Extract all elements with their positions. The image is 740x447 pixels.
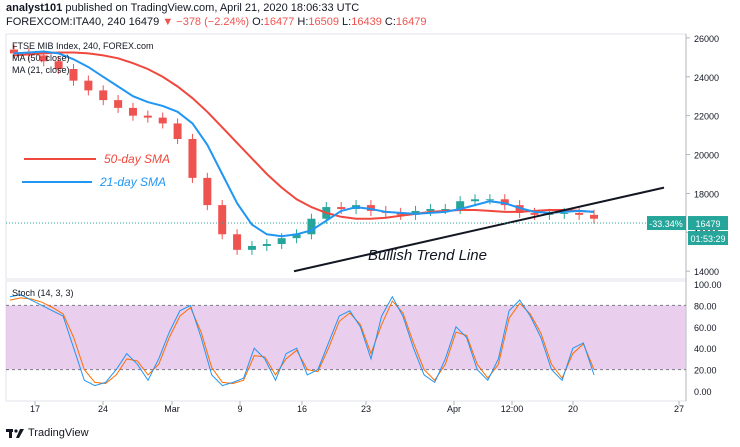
bullish-trend-line (293, 186, 665, 273)
x-tick-label: 23 (361, 404, 371, 414)
candle-body (441, 209, 450, 210)
candle-body (247, 245, 256, 250)
candle-body (188, 139, 197, 178)
candle-body (10, 49, 18, 54)
sma21-legend-label: 21-day SMA (99, 175, 166, 189)
open-label: O: (252, 16, 264, 28)
candle-body (173, 123, 182, 139)
candle-body (69, 69, 78, 81)
trend-line-label: Bullish Trend Line (368, 247, 487, 264)
candle-body (218, 205, 227, 235)
candle-body (292, 234, 301, 239)
footer-brand[interactable]: TradingView (6, 427, 89, 439)
last-price: 16479 (128, 16, 160, 28)
y-tick-label: 18000 (694, 189, 719, 199)
tradingview-logo-icon (6, 429, 24, 438)
x-tick-label: 24 (98, 404, 108, 414)
stoch-label: Stoch (14, 3, 3) (12, 288, 74, 298)
candle-body (471, 199, 480, 202)
price-pane (5, 33, 687, 280)
candle-body (203, 177, 212, 206)
ma21-line (13, 50, 595, 238)
candle-body (143, 115, 152, 118)
stoch-tick-label: 80.00 (694, 301, 717, 311)
candle-body (560, 212, 569, 214)
published-text: published on TradingView.com, April 21, … (65, 2, 360, 14)
stoch-d-line (9, 297, 595, 385)
y-tick-label: 14000 (694, 267, 719, 277)
pct-badge (647, 216, 686, 231)
stoch-k-line (9, 294, 595, 387)
candle-body (128, 107, 137, 116)
x-tick-label: 17 (30, 404, 40, 414)
candle-body (337, 207, 346, 209)
candle-body (530, 212, 539, 215)
candle-body (39, 55, 48, 62)
x-tick-label: 9 (237, 404, 242, 414)
candle-body (307, 218, 316, 235)
candle-body (575, 212, 584, 215)
candle-body (99, 90, 108, 101)
time-badge-label: 01:53:29 (690, 234, 725, 244)
x-tick-label: Apr (447, 404, 461, 414)
stoch-tick-label: 40.00 (694, 344, 717, 354)
open-value: 16477 (263, 16, 295, 28)
publish-line: analyst101 published on TradingView.com,… (6, 2, 359, 14)
low-label: L: (342, 16, 352, 28)
ma50-line (13, 51, 595, 220)
close-label: C: (384, 16, 396, 28)
candle-body (114, 100, 123, 108)
low-value: 16439 (351, 16, 382, 28)
ma50-legend-text: MA (50, close) (12, 53, 70, 63)
stoch-band (6, 305, 686, 370)
x-tick-label: 20 (568, 404, 578, 414)
y-tick-label: 20000 (694, 151, 719, 161)
price-badge (688, 216, 728, 231)
candle-body (158, 117, 167, 124)
x-tick-label: 16 (297, 404, 307, 414)
ma21-legend-text: MA (21, close) (12, 65, 70, 75)
stoch-tick-label: 0.00 (694, 387, 712, 397)
pane-title: FTSE MIB Index, 240, FOREX.com (12, 41, 154, 51)
stoch-tick-label: 100.00 (694, 280, 722, 290)
x-tick-label: Mar (164, 404, 180, 414)
candle-body (485, 199, 494, 201)
high-label: H: (297, 16, 309, 28)
price-badge-label: 16479 (695, 219, 720, 229)
ohlc-line: FOREXCOM:ITA40, 240 16479 ▼ −378 (−2.24%… (6, 16, 426, 28)
candle-body (84, 80, 93, 91)
x-tick-label: 12:00 (501, 404, 524, 414)
candle-body (590, 214, 598, 219)
y-tick-label: 26000 (694, 34, 719, 44)
change-text: ▼ −378 (−2.24%) (162, 16, 250, 28)
author-name[interactable]: analyst101 (6, 2, 63, 14)
x-tick-label: 27 (674, 404, 684, 414)
stoch-tick-label: 60.00 (694, 323, 717, 333)
y-tick-label: 24000 (694, 73, 719, 83)
pct-badge-label: -33.34% (649, 219, 683, 229)
candle-body (426, 209, 435, 211)
candle-body (456, 201, 465, 209)
sma50-legend-label: 50-day SMA (104, 152, 170, 166)
candle-body (277, 238, 286, 244)
candle-body (233, 234, 242, 250)
stoch-tick-label: 20.00 (694, 366, 717, 376)
close-value: 16479 (395, 16, 427, 28)
candle-body (54, 61, 63, 69)
high-value: 16509 (308, 16, 339, 28)
time-badge (688, 231, 728, 246)
y-tick-label: 22000 (694, 112, 719, 122)
candle-body (262, 244, 271, 246)
symbol-label: FOREXCOM:ITA40, 240 (6, 16, 126, 28)
brand-label: TradingView (28, 427, 89, 439)
